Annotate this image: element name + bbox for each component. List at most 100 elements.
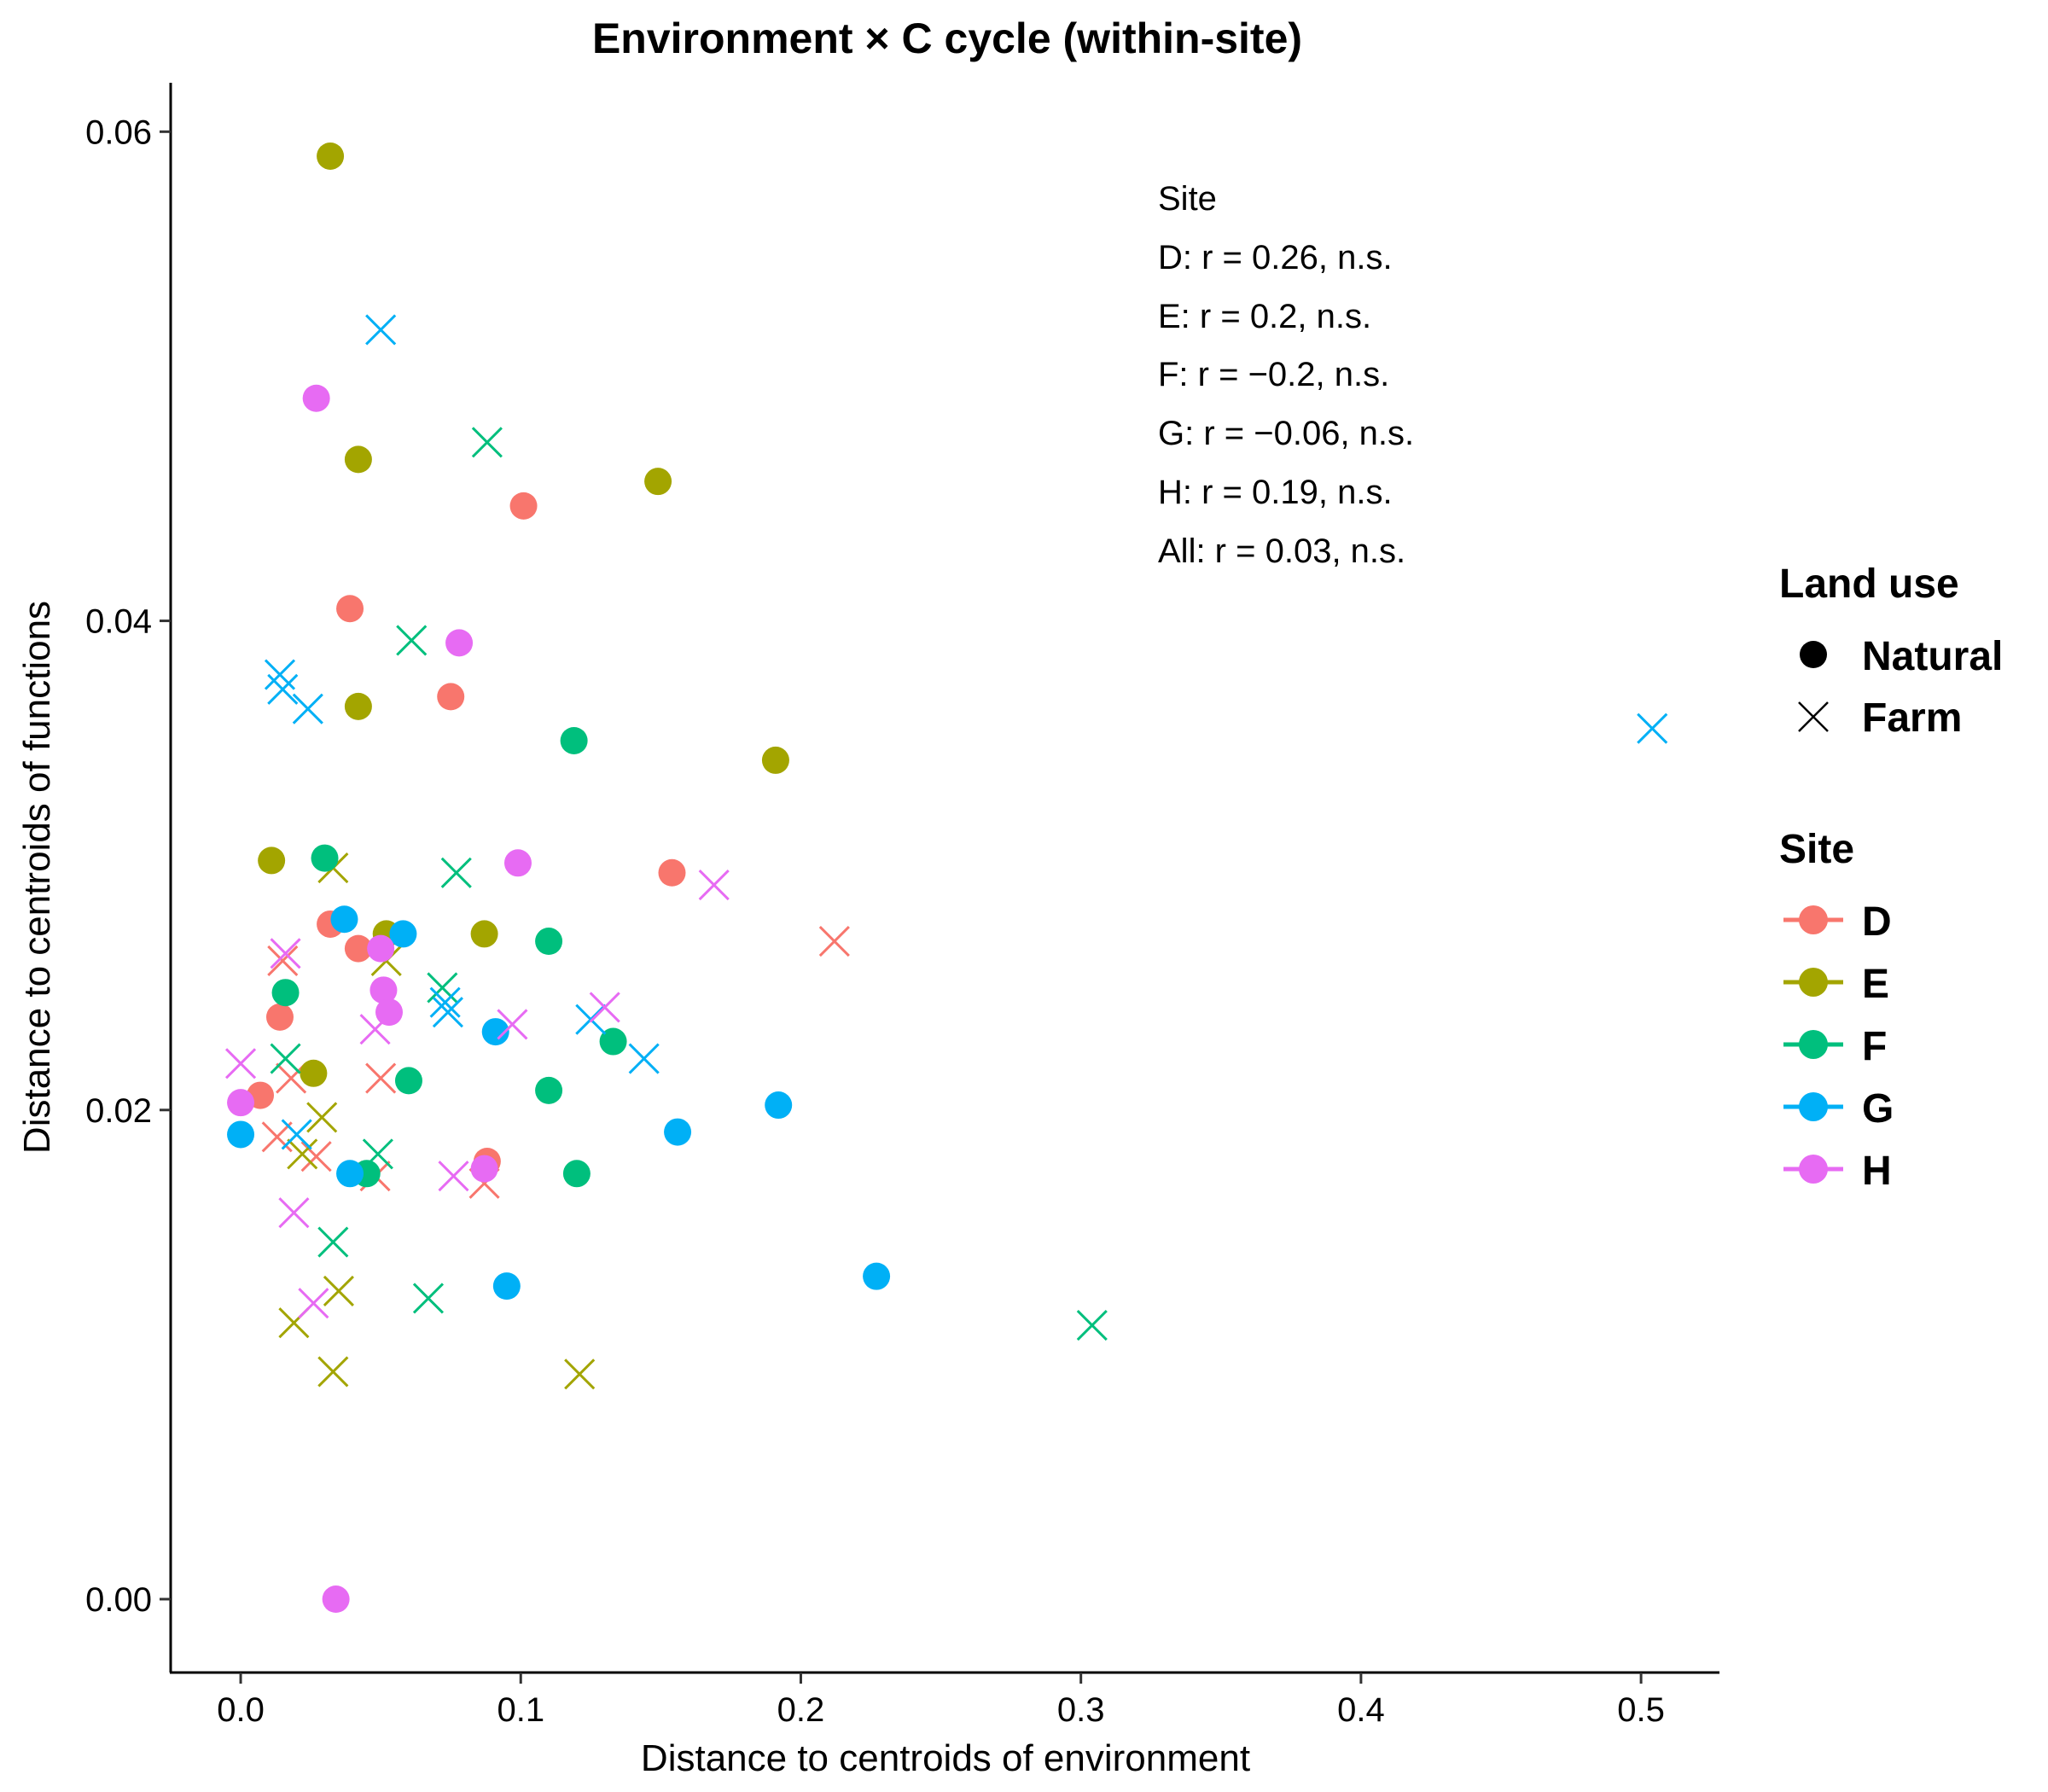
legend-site-label: H xyxy=(1862,1149,1892,1194)
data-point-e-farm xyxy=(317,1356,349,1388)
data-point-f-farm xyxy=(440,857,472,888)
data-point-h-farm xyxy=(438,1161,469,1192)
legend-farm-label: Farm xyxy=(1862,695,1962,741)
data-point-f-farm xyxy=(362,1138,393,1170)
data-point-g-natural xyxy=(765,1091,793,1120)
data-point-e-natural xyxy=(344,692,372,720)
x-ticks: 0.0 0.1 0.2 0.3 0.4 0.5 xyxy=(217,1673,1665,1729)
data-point-g-farm xyxy=(432,997,463,1028)
data-point-d-farm xyxy=(818,925,850,957)
data-point-h-farm xyxy=(224,1048,257,1079)
y-axis-title: Distance to centroids of functions xyxy=(16,601,58,1154)
annotation-line: D: r = 0.26, n.s. xyxy=(1158,239,1393,276)
data-point-h-natural xyxy=(503,849,532,877)
data-point-d-farm xyxy=(365,1062,397,1094)
points-layer xyxy=(224,142,1668,1614)
data-point-d-natural xyxy=(509,492,538,520)
data-point-f-natural xyxy=(535,1076,563,1104)
data-point-g-farm xyxy=(429,986,461,1018)
chart-title: Environment × C cycle (within-site) xyxy=(592,15,1302,62)
data-point-e-natural xyxy=(258,847,286,875)
data-point-e-natural xyxy=(644,468,672,496)
y-tick-label: 0.04 xyxy=(85,603,152,641)
legend-site-key-dot xyxy=(1799,905,1828,934)
data-point-g-natural xyxy=(389,920,417,948)
data-point-h-natural xyxy=(322,1585,350,1614)
data-point-g-farm xyxy=(267,673,299,705)
data-point-g-natural xyxy=(227,1120,255,1149)
legend-farm-cross-icon xyxy=(1798,701,1829,732)
legend-site-label: E xyxy=(1862,962,1889,1007)
y-ticks: 0.00 0.02 0.04 0.06 xyxy=(85,113,171,1619)
legend-site-label: G xyxy=(1862,1086,1894,1132)
x-tick-label: 0.4 xyxy=(1337,1691,1385,1729)
legend-site-key-dot xyxy=(1799,1030,1828,1059)
data-point-g-farm xyxy=(281,1119,312,1150)
data-point-h-natural xyxy=(470,1155,498,1183)
data-point-d-farm xyxy=(267,945,299,977)
correlation-annotation: Site D: r = 0.26, n.s. E: r = 0.2, n.s. … xyxy=(1158,180,1414,570)
data-point-d-natural xyxy=(437,683,465,711)
legend-land-use: Land use Natural Farm xyxy=(1779,561,2003,741)
data-point-g-farm xyxy=(365,314,397,346)
data-point-f-natural xyxy=(271,979,300,1007)
data-point-g-natural xyxy=(481,1018,509,1046)
data-point-h-natural xyxy=(367,934,395,963)
x-tick-label: 0.3 xyxy=(1057,1691,1105,1729)
annotation-line: G: r = −0.06, n.s. xyxy=(1158,415,1414,452)
data-point-e-farm xyxy=(287,1138,318,1170)
data-point-g-natural xyxy=(664,1118,692,1146)
data-point-d-natural xyxy=(344,934,372,963)
annotation-title: Site xyxy=(1158,180,1217,218)
data-point-h-farm xyxy=(589,992,620,1023)
annotation-line: All: r = 0.03, n.s. xyxy=(1158,532,1405,570)
data-point-h-natural xyxy=(302,384,330,412)
y-tick-label: 0.02 xyxy=(85,1092,152,1130)
data-point-f-farm xyxy=(396,625,428,656)
data-point-f-farm xyxy=(471,427,503,458)
legend-site-label: D xyxy=(1862,899,1892,945)
data-point-f-farm xyxy=(317,1226,349,1258)
data-point-f-natural xyxy=(311,844,339,872)
annotation-line: H: r = 0.19, n.s. xyxy=(1158,474,1393,511)
data-point-f-natural xyxy=(599,1027,627,1056)
y-tick-label: 0.00 xyxy=(85,1581,152,1619)
data-point-d-natural xyxy=(266,1003,294,1031)
y-tick-label: 0.06 xyxy=(85,113,152,151)
data-point-f-natural xyxy=(394,1067,422,1095)
legend-site-key-dot xyxy=(1799,1155,1828,1184)
data-point-d-farm xyxy=(300,1141,332,1172)
x-axis-title: Distance to centroids of environment xyxy=(641,1737,1250,1779)
data-point-f-farm xyxy=(1076,1309,1108,1341)
legend-site-key-dot xyxy=(1799,1092,1828,1121)
data-point-f-farm xyxy=(412,1283,445,1314)
data-point-g-natural xyxy=(863,1262,891,1290)
annotation-line: E: r = 0.2, n.s. xyxy=(1158,298,1371,335)
data-point-f-natural xyxy=(562,1160,591,1188)
data-point-e-natural xyxy=(300,1059,328,1087)
data-point-g-natural xyxy=(492,1272,521,1300)
data-point-g-farm xyxy=(264,659,296,690)
legend-site-title: Site xyxy=(1779,827,1854,872)
legend-land-use-title: Land use xyxy=(1779,561,1959,607)
x-tick-label: 0.0 xyxy=(217,1691,265,1729)
data-point-d-farm xyxy=(261,1121,293,1153)
data-point-f-natural xyxy=(535,928,563,956)
data-point-h-farm xyxy=(298,1288,329,1319)
x-tick-label: 0.5 xyxy=(1617,1691,1665,1729)
legend-natural-circle-icon xyxy=(1800,641,1827,668)
data-point-d-natural xyxy=(658,858,686,887)
x-tick-label: 0.2 xyxy=(777,1691,825,1729)
data-point-e-natural xyxy=(761,746,789,774)
data-point-g-farm xyxy=(628,1043,660,1074)
data-point-h-natural xyxy=(445,629,474,657)
legend-natural-label: Natural xyxy=(1862,634,2003,679)
data-point-e-farm xyxy=(323,1275,354,1306)
data-point-f-farm xyxy=(427,972,458,1004)
data-point-h-farm xyxy=(278,1197,310,1229)
data-point-h-farm xyxy=(359,1014,391,1045)
data-point-h-natural xyxy=(375,998,404,1027)
legend-site-label: F xyxy=(1862,1024,1887,1069)
data-point-g-natural xyxy=(336,1160,364,1188)
